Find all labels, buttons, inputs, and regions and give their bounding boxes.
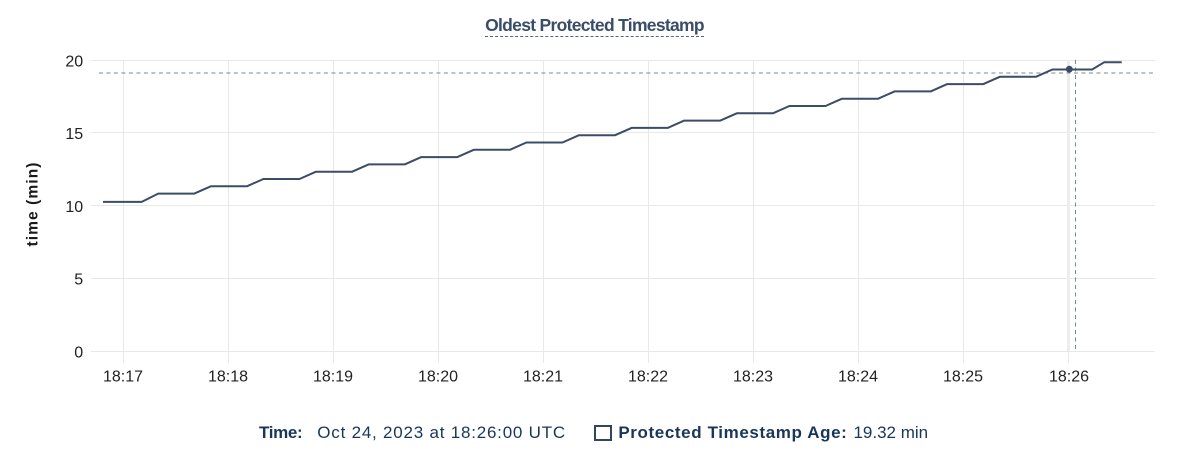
svg-text:18:24: 18:24 [838, 369, 878, 386]
svg-text:5: 5 [74, 272, 83, 289]
svg-text:10: 10 [65, 199, 83, 216]
svg-text:18:22: 18:22 [628, 369, 668, 386]
svg-text:18:21: 18:21 [523, 369, 563, 386]
svg-text:18:25: 18:25 [943, 369, 983, 386]
svg-text:15: 15 [65, 126, 83, 143]
svg-text:time (min): time (min) [24, 161, 41, 246]
svg-text:0: 0 [74, 344, 83, 361]
svg-text:18:23: 18:23 [733, 369, 773, 386]
svg-text:18:20: 18:20 [418, 369, 458, 386]
svg-text:18:26: 18:26 [1049, 369, 1089, 386]
svg-text:18:18: 18:18 [208, 369, 248, 386]
svg-text:20: 20 [65, 53, 83, 70]
svg-text:18:19: 18:19 [313, 369, 353, 386]
svg-text:18:17: 18:17 [103, 369, 143, 386]
